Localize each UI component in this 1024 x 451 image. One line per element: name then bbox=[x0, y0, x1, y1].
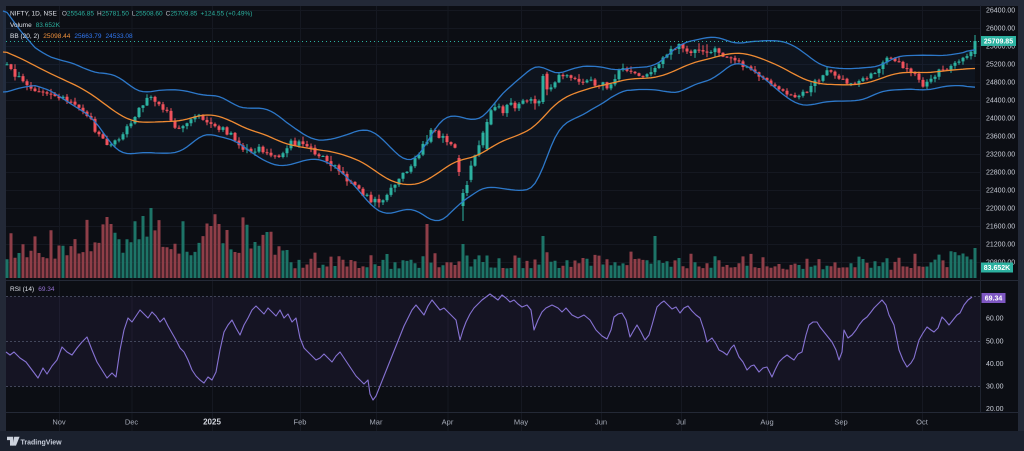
svg-text:2025: 2025 bbox=[203, 418, 221, 427]
svg-text:40.00: 40.00 bbox=[986, 361, 1004, 368]
svg-text:26400.00: 26400.00 bbox=[986, 8, 1015, 15]
svg-text:25709.85: 25709.85 bbox=[984, 39, 1013, 46]
svg-text:TradingView: TradingView bbox=[21, 440, 63, 447]
svg-text:21200.00: 21200.00 bbox=[986, 242, 1015, 249]
svg-text:83.652K: 83.652K bbox=[984, 265, 1010, 272]
svg-text:Sep: Sep bbox=[834, 418, 847, 427]
svg-text:22400.00: 22400.00 bbox=[986, 188, 1015, 195]
svg-text:24400.00: 24400.00 bbox=[986, 98, 1015, 105]
svg-text:Mar: Mar bbox=[370, 418, 383, 427]
svg-text:21600.00: 21600.00 bbox=[986, 224, 1015, 231]
svg-text:Apr: Apr bbox=[442, 418, 454, 427]
svg-text:May: May bbox=[514, 418, 528, 427]
svg-text:25200.00: 25200.00 bbox=[986, 62, 1015, 69]
svg-text:69.34: 69.34 bbox=[985, 296, 1003, 303]
svg-text:Jun: Jun bbox=[595, 418, 607, 427]
svg-text:26000.00: 26000.00 bbox=[986, 26, 1015, 33]
svg-text:60.00: 60.00 bbox=[986, 316, 1004, 323]
svg-text:Aug: Aug bbox=[760, 418, 773, 427]
svg-text:50.00: 50.00 bbox=[986, 339, 1004, 346]
svg-text:Oct: Oct bbox=[916, 418, 929, 427]
svg-text:RSI (14)69.34: RSI (14) 69.34 bbox=[10, 286, 55, 293]
svg-text:22000.00: 22000.00 bbox=[986, 206, 1015, 213]
svg-text:23600.00: 23600.00 bbox=[986, 134, 1015, 141]
svg-text:20.00: 20.00 bbox=[986, 406, 1004, 413]
svg-text:Jul: Jul bbox=[676, 418, 686, 427]
svg-text:24000.00: 24000.00 bbox=[986, 116, 1015, 123]
svg-text:Feb: Feb bbox=[294, 418, 307, 427]
svg-text:24800.00: 24800.00 bbox=[986, 80, 1015, 87]
svg-text:30.00: 30.00 bbox=[986, 384, 1004, 391]
svg-text:Nov: Nov bbox=[52, 418, 66, 427]
svg-text:Dec: Dec bbox=[125, 418, 139, 427]
svg-text:25600.00: 25600.00 bbox=[986, 44, 1015, 51]
svg-text:23200.00: 23200.00 bbox=[986, 152, 1015, 159]
svg-text:22800.00: 22800.00 bbox=[986, 170, 1015, 177]
